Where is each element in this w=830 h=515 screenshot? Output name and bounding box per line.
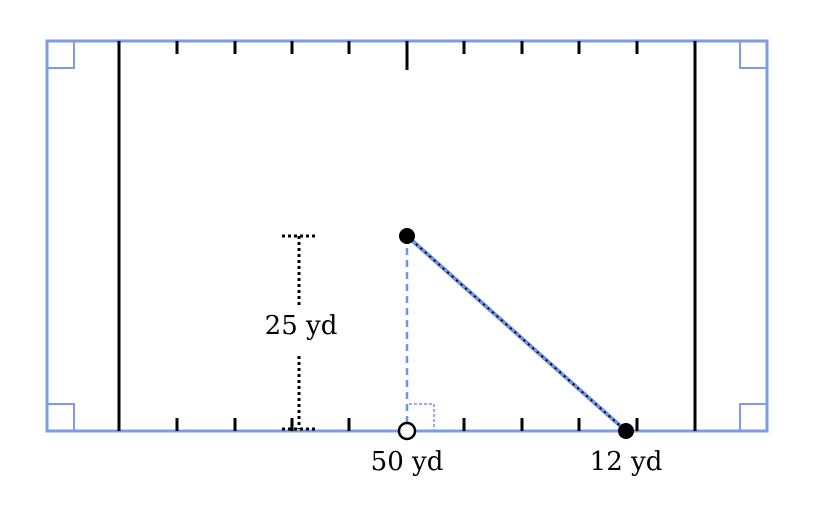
midfield-point — [397, 421, 417, 441]
top-point — [399, 228, 415, 244]
endpoint-point — [618, 423, 634, 439]
corner-marker-bottom-right — [739, 403, 766, 430]
corner-marker-top-right — [739, 42, 766, 69]
vertical-measure-label: 25 yd — [265, 311, 338, 341]
endpoint-label: 12 yd — [590, 447, 663, 477]
corner-marker-top-left — [48, 42, 75, 69]
hypotenuse-dotted-overlay — [406, 235, 627, 432]
corner-marker-bottom-left — [48, 403, 75, 430]
right-angle-marker — [409, 403, 435, 430]
bottom-hash-marks — [175, 418, 639, 431]
corner-markers — [48, 42, 766, 430]
vertical-measure — [282, 234, 318, 431]
top-hash-marks — [175, 41, 639, 70]
midfield-label: 50 yd — [371, 447, 444, 477]
